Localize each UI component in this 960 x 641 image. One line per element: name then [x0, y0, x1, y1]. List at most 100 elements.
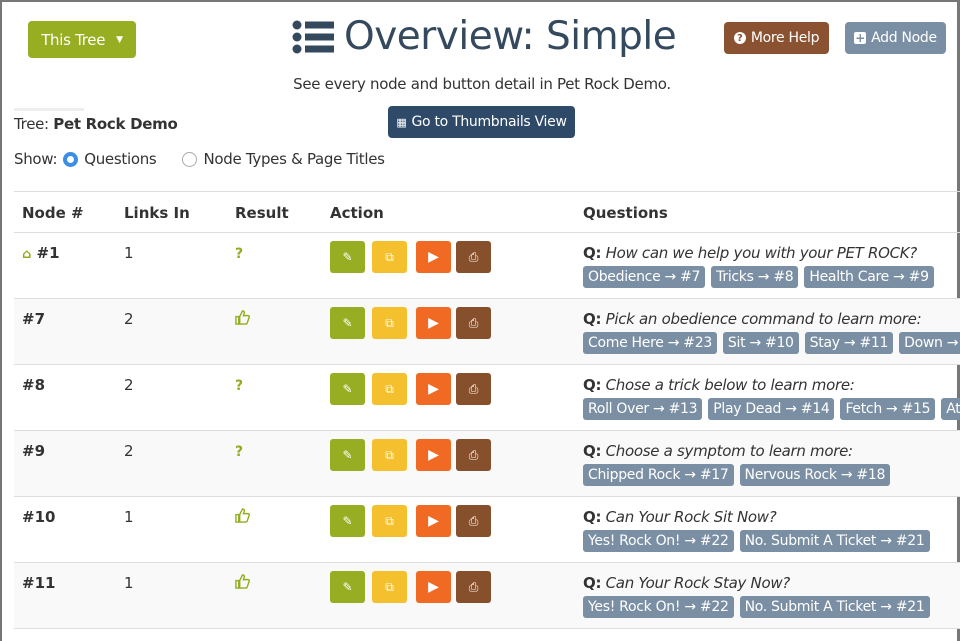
add-node-label: Add Node — [871, 30, 937, 46]
caret-down-icon: ▼ — [116, 34, 123, 45]
col-links-in: Links In — [124, 204, 190, 222]
table-row: #11 1 ✎ ⧉ ▶ ⎙ Q: Can Your Rock Stay Now?… — [14, 563, 960, 629]
print-button[interactable]: ⎙ — [456, 505, 491, 537]
link-tag[interactable]: Play Dead → #14 — [708, 398, 835, 420]
grid-icon: ▦ — [396, 115, 407, 129]
pencil-icon: ✎ — [342, 316, 353, 330]
link-tags: Yes! Rock On! → #22 No. Submit A Ticket →… — [583, 596, 960, 618]
pencil-icon: ✎ — [342, 580, 353, 594]
play-icon: ▶ — [428, 579, 439, 595]
play-button[interactable]: ▶ — [416, 505, 451, 537]
thumbs-up-icon — [235, 508, 250, 527]
link-tag[interactable]: Down → — [899, 332, 960, 354]
play-icon: ▶ — [428, 513, 439, 529]
pencil-icon: ✎ — [342, 514, 353, 528]
radio-node-types[interactable] — [182, 151, 198, 167]
link-tags: Come Here → #23 Sit → #10 Stay → #11 Down → — [583, 332, 960, 354]
play-button[interactable]: ▶ — [416, 307, 451, 339]
links-in: 2 — [124, 310, 134, 328]
node-id[interactable]: #11 — [22, 574, 56, 592]
print-icon: ⎙ — [468, 249, 479, 264]
link-tag[interactable]: No. Submit A Ticket → #21 — [739, 596, 930, 618]
print-button[interactable]: ⎙ — [456, 307, 491, 339]
copy-button[interactable]: ⧉ — [372, 241, 407, 273]
question-icon: ? — [235, 444, 244, 460]
link-tag[interactable]: No. Submit A Ticket → #21 — [739, 530, 930, 552]
copy-button[interactable]: ⧉ — [372, 307, 407, 339]
link-tag[interactable]: Chipped Rock → #17 — [583, 464, 734, 486]
table-row: ⌂ #1 1 ? ✎ ⧉ ▶ ⎙ Q: How can we help you … — [14, 233, 960, 299]
col-result: Result — [235, 204, 289, 222]
play-icon: ▶ — [428, 447, 439, 463]
question-text: Q: Pick an obedience command to learn mo… — [583, 310, 922, 328]
node-id[interactable]: #8 — [22, 376, 46, 394]
link-tag[interactable]: Come Here → #23 — [583, 332, 717, 354]
thumbnails-view-button[interactable]: ▦ Go to Thumbnails View — [388, 106, 575, 138]
edit-button[interactable]: ✎ — [330, 571, 365, 603]
node-id[interactable]: #10 — [22, 508, 56, 526]
page-title: Overview: Simple — [292, 14, 677, 59]
print-button[interactable]: ⎙ — [456, 571, 491, 603]
thumbs-up-icon — [235, 310, 250, 329]
print-icon: ⎙ — [468, 513, 479, 528]
edit-button[interactable]: ✎ — [330, 373, 365, 405]
play-button[interactable]: ▶ — [416, 241, 451, 273]
col-action: Action — [330, 204, 384, 222]
divider — [14, 108, 84, 111]
edit-button[interactable]: ✎ — [330, 307, 365, 339]
this-tree-dropdown[interactable]: This Tree ▼ — [28, 21, 136, 58]
print-button[interactable]: ⎙ — [456, 373, 491, 405]
copy-icon: ⧉ — [385, 579, 394, 594]
edit-button[interactable]: ✎ — [330, 241, 365, 273]
radio-questions[interactable] — [63, 151, 79, 167]
pencil-icon: ✎ — [342, 382, 353, 396]
copy-button[interactable]: ⧉ — [372, 505, 407, 537]
more-help-label: More Help — [750, 30, 820, 46]
copy-button[interactable]: ⧉ — [372, 373, 407, 405]
link-tag[interactable]: Stay → #11 — [804, 332, 894, 354]
links-in: 1 — [124, 574, 134, 592]
play-button[interactable]: ▶ — [416, 571, 451, 603]
link-tags: Roll Over → #13 Play Dead → #14 Fetch → #1… — [583, 398, 960, 420]
link-tag[interactable]: Fetch → #15 — [840, 398, 936, 420]
link-tag[interactable]: Tricks → #8 — [711, 266, 799, 288]
edit-button[interactable]: ✎ — [330, 505, 365, 537]
link-tag[interactable]: Yes! Rock On! → #22 — [583, 530, 734, 552]
tree-name: Tree: Pet Rock Demo — [14, 115, 178, 133]
add-node-button[interactable]: + Add Node — [845, 22, 946, 54]
node-id[interactable]: #7 — [22, 310, 46, 328]
node-id[interactable]: #9 — [22, 442, 46, 460]
show-label: Show: — [14, 150, 58, 168]
print-icon: ⎙ — [468, 447, 479, 462]
link-tag[interactable]: Roll Over → #13 — [583, 398, 703, 420]
link-tag[interactable]: Sit → #10 — [722, 332, 799, 354]
print-button[interactable]: ⎙ — [456, 439, 491, 471]
col-questions: Questions — [583, 204, 668, 222]
node-id[interactable]: ⌂ #1 — [22, 244, 60, 262]
radio-node-types-label[interactable]: Node Types & Page Titles — [203, 150, 385, 168]
title-text: Overview: Simple — [344, 14, 677, 59]
link-tag[interactable]: Health Care → #9 — [804, 266, 934, 288]
home-icon: ⌂ — [22, 247, 32, 262]
copy-button[interactable]: ⧉ — [372, 439, 407, 471]
link-tag[interactable]: Nervous Rock → #18 — [739, 464, 891, 486]
play-icon: ▶ — [428, 249, 439, 265]
link-tags: Obedience → #7 Tricks → #8 Health Care → #… — [583, 266, 960, 288]
question-text: Q: How can we help you with your PET ROC… — [583, 244, 917, 262]
link-tag[interactable]: Yes! Rock On! → #22 — [583, 596, 734, 618]
link-tags: Chipped Rock → #17 Nervous Rock → #18 — [583, 464, 960, 486]
print-button[interactable]: ⎙ — [456, 241, 491, 273]
links-in: 2 — [124, 376, 134, 394]
nodes-table: Node # Links In Result Action Questions … — [14, 191, 960, 629]
play-button[interactable]: ▶ — [416, 439, 451, 471]
question-icon: ? — [235, 246, 244, 262]
link-tag[interactable]: Obedience → #7 — [583, 266, 706, 288]
more-help-button[interactable]: ? More Help — [724, 22, 829, 54]
copy-icon: ⧉ — [385, 249, 394, 264]
play-button[interactable]: ▶ — [416, 373, 451, 405]
copy-button[interactable]: ⧉ — [372, 571, 407, 603]
edit-button[interactable]: ✎ — [330, 439, 365, 471]
radio-questions-label[interactable]: Questions — [84, 150, 157, 168]
show-options: Show: Questions Node Types & Page Titles — [14, 150, 385, 168]
link-tag[interactable]: At — [941, 398, 960, 420]
